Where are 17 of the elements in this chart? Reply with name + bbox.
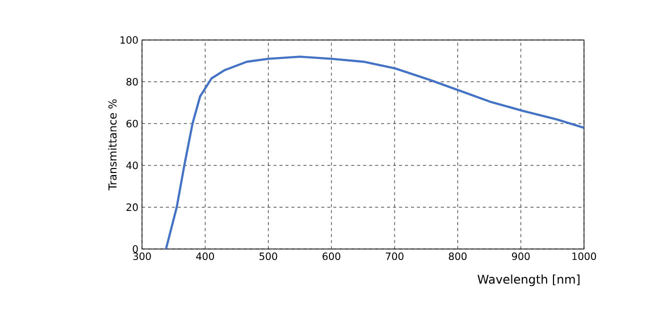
line-series (164, 56, 586, 250)
x-tick-label: 700 (386, 252, 404, 260)
y-tick-label: 100 (120, 36, 138, 44)
y-tick-label: 60 (126, 120, 138, 128)
x-tick-label: 600 (322, 252, 340, 260)
x-tick-label: 400 (196, 252, 214, 260)
x-tick-label: 500 (260, 252, 278, 260)
y-tick-label: 20 (126, 203, 138, 211)
x-tick-label: 800 (448, 252, 467, 260)
y-tick-label: 40 (126, 162, 138, 170)
x-tick-label: 1000 (572, 252, 596, 260)
y-tick-label: 0 (132, 245, 138, 253)
x-tick-label: 300 (133, 252, 151, 260)
y-tick-label: 80 (126, 78, 138, 86)
x-axis-title: Wavelength [nm] (478, 274, 580, 286)
x-tick-label: 900 (512, 252, 530, 260)
y-axis-title: Transmittance % (108, 99, 117, 190)
